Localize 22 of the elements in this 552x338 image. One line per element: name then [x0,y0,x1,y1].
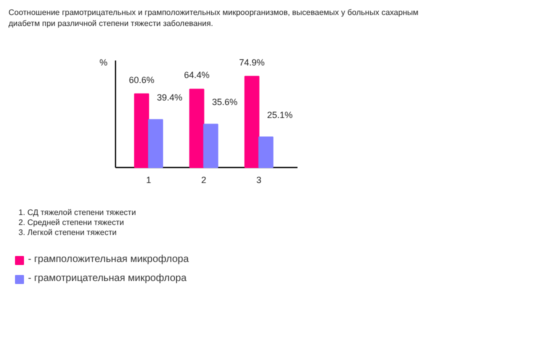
chart-title: Соотношение грамотрицательных и грамположительных микроорганизмов, высеваемых у больных сахарным диабетм при различной степени тяжести заболевания. [8,8,418,28]
text: 1. СД тяжелой степени тяжести [18,208,136,217]
bar [148,119,164,168]
data-label: 35.6% [212,97,238,108]
bar [244,76,260,168]
legend-label: - грамотрицательная микрофлора [28,273,187,284]
bar [189,88,204,168]
bar [134,93,150,168]
data-label: 25.1% [267,110,293,120]
x-tick-label: 1 [146,175,152,185]
text: 3. Легкой степени тяжести [18,228,117,237]
data-label: 60.6% [128,74,154,85]
x-tick-label: 3 [256,175,262,185]
bar [258,136,274,168]
text: 2. Средней степени тяжести [18,218,124,227]
y-axis-title: % [100,58,108,68]
data-label: 74.9% [239,57,265,68]
x-tick-label: 2 [201,175,206,185]
legend-label: - грамположительная микрофлора [28,254,189,265]
data-label: 64.4% [184,70,210,80]
bar [203,124,218,168]
data-label: 39.4% [156,92,182,103]
